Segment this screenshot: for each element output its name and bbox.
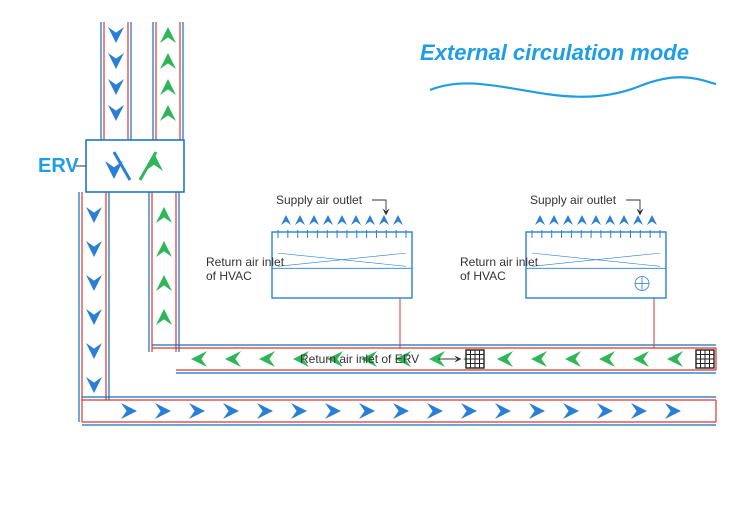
- supply-arrow: [427, 403, 443, 419]
- leader-line: [626, 200, 640, 210]
- supply-outlet-arrow: [393, 215, 403, 225]
- supply-arrow: [597, 403, 613, 419]
- return-arrow: [225, 351, 241, 367]
- supply-outlet-arrow: [351, 215, 361, 225]
- supply-arrow: [359, 403, 375, 419]
- return-arrow: [633, 351, 649, 367]
- supply-arrow: [325, 403, 341, 419]
- supply-outlet-arrow: [577, 215, 587, 225]
- supply-outlet-arrow: [295, 215, 305, 225]
- supply-arrow: [86, 309, 102, 325]
- supply-arrow: [155, 403, 171, 419]
- wave-decoration: [430, 77, 716, 97]
- intake-arrow: [108, 79, 124, 95]
- supply-arrow: [86, 207, 102, 223]
- return-erv-label: Return air inlet of ERV: [300, 352, 419, 366]
- exhaust-arrow: [160, 79, 176, 95]
- supply-outlet-arrow: [281, 215, 291, 225]
- return-arrow: [156, 309, 172, 325]
- erv-label: ERV: [38, 155, 79, 177]
- return-hvac-label: Return air inlet: [460, 255, 539, 269]
- supply-outlet-arrow: [563, 215, 573, 225]
- supply-arrow: [257, 403, 273, 419]
- supply-outlet-arrow: [605, 215, 615, 225]
- supply-outlet-arrow: [365, 215, 375, 225]
- return-hvac-label: Return air inlet: [206, 255, 285, 269]
- supply-arrow: [291, 403, 307, 419]
- erv-return-grille: [696, 350, 714, 368]
- supply-arrow: [393, 403, 409, 419]
- exhaust-arrow: [160, 105, 176, 121]
- return-arrow: [191, 351, 207, 367]
- diagram-title: External circulation mode: [420, 40, 689, 65]
- intake-arrow: [108, 27, 124, 43]
- supply-arrow: [189, 403, 205, 419]
- supply-arrow: [563, 403, 579, 419]
- supply-arrow: [121, 403, 137, 419]
- return-arrow: [667, 351, 683, 367]
- supply-arrow: [86, 241, 102, 257]
- supply-outlet-arrow: [591, 215, 601, 225]
- supply-arrow: [86, 343, 102, 359]
- return-arrow: [565, 351, 581, 367]
- supply-outlet-arrow: [379, 215, 389, 225]
- supply-arrow: [461, 403, 477, 419]
- return-arrow: [156, 207, 172, 223]
- supply-arrow: [631, 403, 647, 419]
- return-arrow: [531, 351, 547, 367]
- supply-outlet-label: Supply air outlet: [530, 193, 617, 207]
- return-arrow: [497, 351, 513, 367]
- erv-return-grille: [466, 350, 484, 368]
- leader-line: [372, 200, 386, 210]
- return-hvac-label: of HVAC: [206, 269, 252, 283]
- return-arrow: [259, 351, 275, 367]
- intake-arrow: [108, 53, 124, 69]
- supply-outlet-arrow: [309, 215, 319, 225]
- supply-arrow: [86, 377, 102, 393]
- return-arrow: [599, 351, 615, 367]
- exhaust-arrow: [160, 53, 176, 69]
- intake-arrow: [108, 105, 124, 121]
- supply-outlet-label: Supply air outlet: [276, 193, 363, 207]
- supply-outlet-arrow: [549, 215, 559, 225]
- erv-unit: [86, 140, 184, 192]
- supply-outlet-arrow: [633, 215, 643, 225]
- supply-outlet-arrow: [323, 215, 333, 225]
- supply-arrow: [223, 403, 239, 419]
- return-arrow: [156, 275, 172, 291]
- supply-arrow: [665, 403, 681, 419]
- supply-outlet-arrow: [337, 215, 347, 225]
- supply-outlet-arrow: [535, 215, 545, 225]
- supply-outlet-arrow: [647, 215, 657, 225]
- return-hvac-label: of HVAC: [460, 269, 506, 283]
- supply-arrow: [529, 403, 545, 419]
- diagram-canvas: External circulation mode ERV Supply air o…: [0, 0, 750, 505]
- supply-outlet-arrow: [619, 215, 629, 225]
- return-arrow: [156, 241, 172, 257]
- exhaust-arrow: [160, 27, 176, 43]
- supply-arrow: [86, 275, 102, 291]
- supply-arrow: [495, 403, 511, 419]
